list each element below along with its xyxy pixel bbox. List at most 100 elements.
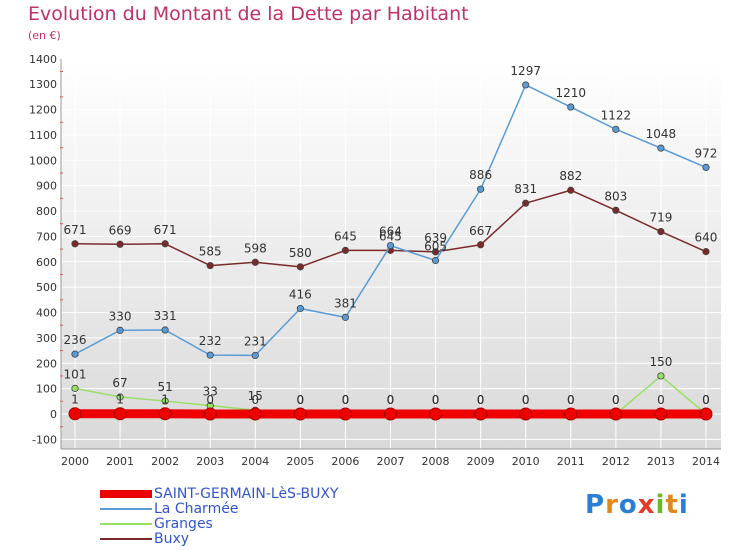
y-tick-label: -100 — [32, 433, 57, 446]
series-point-la-charmee — [431, 256, 440, 265]
series-point-buxy — [71, 240, 79, 248]
data-label-saint-germain-les-buxy: 0 — [657, 393, 665, 407]
plot-background — [61, 59, 721, 449]
series-point-la-charmee — [702, 163, 710, 172]
y-tick-label: 300 — [36, 332, 57, 345]
x-tick-label: 2006 — [331, 455, 359, 468]
data-label-saint-germain-les-buxy: 0 — [387, 393, 395, 407]
series-point-buxy — [612, 206, 620, 214]
legend-swatch-saint-germain — [100, 490, 152, 498]
x-tick-label: 2009 — [467, 455, 495, 468]
series-point-granges — [71, 384, 79, 392]
x-tick-label: 2002 — [151, 455, 179, 468]
y-tick-label: 600 — [36, 256, 57, 269]
legend-swatch-buxy — [100, 538, 152, 540]
series-point-buxy — [161, 240, 169, 248]
data-label-buxy: 645 — [379, 229, 402, 243]
y-tick-label: 400 — [36, 307, 57, 320]
data-label-granges: 67 — [112, 376, 127, 390]
legend-item-buxy: Buxy — [100, 531, 189, 547]
data-label-buxy: 580 — [289, 246, 312, 260]
series-point-buxy — [251, 258, 259, 266]
series-point-saint-germain-les-buxy — [113, 407, 127, 421]
x-tick-label: 2010 — [512, 455, 540, 468]
x-tick-label: 2004 — [241, 455, 269, 468]
y-tick-label: 1000 — [29, 154, 57, 167]
data-label-saint-germain-les-buxy: 0 — [297, 393, 305, 407]
data-label-granges: 0 — [342, 393, 350, 407]
data-label-la-charmee: 331 — [154, 309, 177, 323]
series-point-saint-germain-les-buxy — [68, 407, 82, 421]
series-point-granges — [657, 372, 665, 380]
series-point-saint-germain-les-buxy — [654, 407, 668, 421]
data-label-granges: 0 — [477, 393, 485, 407]
series-point-buxy — [341, 246, 350, 254]
series-point-buxy — [522, 199, 530, 207]
x-tick-label: 2005 — [286, 455, 314, 468]
series-point-buxy — [702, 248, 710, 256]
data-label-saint-germain-les-buxy: 0 — [612, 393, 620, 407]
series-point-la-charmee — [477, 185, 485, 193]
data-label-la-charmee: 1210 — [555, 86, 586, 100]
data-label-granges: 0 — [702, 393, 710, 407]
series-point-saint-germain-les-buxy — [519, 407, 533, 421]
data-label-buxy: 882 — [559, 169, 582, 183]
data-label-buxy: 803 — [604, 189, 627, 203]
data-label-saint-germain-les-buxy: 1 — [161, 393, 169, 407]
series-point-saint-germain-les-buxy — [564, 407, 578, 421]
data-label-granges: 0 — [522, 393, 530, 407]
series-point-buxy — [296, 263, 304, 271]
data-label-granges: 0 — [567, 393, 575, 407]
series-point-la-charmee — [296, 304, 304, 313]
series-point-buxy — [431, 248, 440, 256]
data-label-la-charmee: 416 — [289, 287, 312, 301]
series-point-la-charmee — [567, 103, 575, 111]
chart-title: Evolution du Montant de la Dette par Hab… — [28, 3, 469, 25]
data-label-la-charmee: 330 — [109, 309, 132, 323]
data-label-granges: 0 — [612, 393, 620, 407]
y-tick-label: 1400 — [29, 53, 57, 66]
x-tick-label: 2008 — [422, 455, 450, 468]
data-label-buxy: 645 — [334, 229, 357, 243]
data-label-saint-germain-les-buxy: 0 — [567, 393, 575, 407]
data-label-buxy: 831 — [514, 182, 537, 196]
series-point-granges — [161, 397, 169, 405]
legend-label-buxy: Buxy — [154, 531, 190, 547]
series-point-saint-germain-les-buxy — [338, 407, 352, 421]
y-tick-label: 1300 — [29, 78, 57, 91]
x-tick-label: 2012 — [602, 455, 630, 468]
data-label-buxy: 585 — [199, 245, 222, 259]
data-label-granges: 0 — [297, 393, 305, 407]
data-label-granges: 0 — [387, 393, 395, 407]
data-label-la-charmee: 972 — [695, 146, 718, 160]
data-label-saint-germain-les-buxy: 0 — [206, 393, 214, 407]
grid-layer — [61, 58, 721, 449]
legend-swatch-granges — [100, 523, 152, 525]
data-label-buxy: 667 — [469, 224, 492, 238]
series-point-saint-germain-les-buxy — [248, 407, 262, 421]
data-label-saint-germain-les-buxy: 0 — [342, 393, 350, 407]
data-label-la-charmee: 1297 — [510, 64, 541, 78]
series-point-la-charmee — [612, 125, 620, 133]
series-point-saint-germain-les-buxy — [293, 407, 307, 421]
data-label-granges: 150 — [649, 355, 672, 369]
data-label-buxy: 671 — [154, 223, 177, 237]
x-tick-label: 2011 — [557, 455, 585, 468]
y-tick-label: 1200 — [29, 104, 57, 117]
data-label-saint-germain-les-buxy: 0 — [477, 393, 485, 407]
data-label-buxy: 719 — [649, 211, 672, 225]
x-tick-label: 2001 — [106, 455, 134, 468]
series-point-la-charmee — [71, 350, 79, 358]
data-label-la-charmee: 232 — [199, 334, 222, 348]
series-point-la-charmee — [522, 81, 530, 89]
legend-item-la-charmee: La Charmée — [100, 501, 238, 517]
data-label-la-charmee: 886 — [469, 168, 492, 182]
x-tick-label: 2000 — [61, 455, 89, 468]
legend-label-la-charmee: La Charmée — [154, 501, 239, 517]
data-label-la-charmee: 381 — [334, 296, 357, 310]
series-point-saint-germain-les-buxy — [383, 407, 397, 421]
data-label-granges: 33 — [203, 385, 218, 399]
